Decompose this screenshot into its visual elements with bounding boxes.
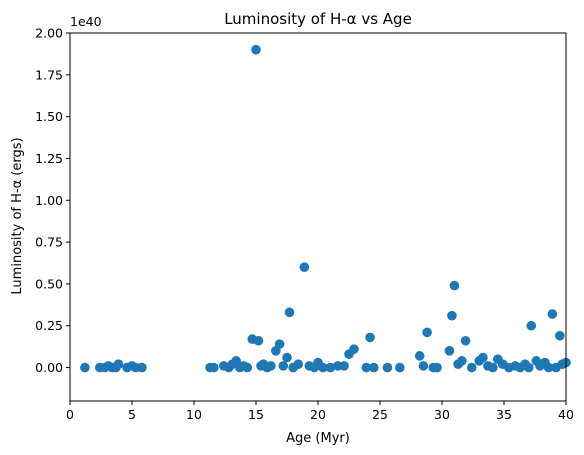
x-tick-label: 35 [496,407,512,422]
data-point [325,362,336,373]
data-point [447,310,457,321]
data-point [293,359,303,370]
data-point [137,362,147,373]
x-tick-label: 5 [128,407,136,422]
chart-title: Luminosity of H-α vs Age [224,10,412,28]
data-point [524,362,534,373]
x-axis-ticks: 0 5 10 15 20 25 30 35 40 [66,401,574,422]
data-point [395,362,405,373]
data-point [349,344,359,354]
data-point [361,362,372,373]
x-tick-label: 15 [248,407,264,422]
data-point [365,332,375,343]
data-point [422,327,432,338]
data-point [414,351,425,361]
data-point [251,44,261,55]
data-point [339,361,349,371]
data-point [466,362,477,373]
data-point [449,280,460,291]
y-tick-label: 0.25 [35,318,63,333]
x-tick-label: 20 [310,407,326,422]
data-point [209,362,219,373]
data-point [382,362,393,373]
data-point [478,352,488,363]
data-point [266,361,276,371]
data-point [457,356,467,366]
data-point [488,362,498,373]
y-scale-label: 1e40 [70,14,102,29]
y-tick-label: 1.75 [35,67,63,82]
data-point [278,361,289,371]
data-point [299,262,310,272]
data-points [80,44,571,373]
y-tick-label: 1.25 [35,151,63,166]
data-point [555,330,565,341]
data-point [444,346,455,356]
data-point [526,320,537,331]
x-axis-label: Age (Myr) [286,431,350,446]
data-point [318,362,328,373]
data-point [274,339,285,349]
data-point [460,335,471,346]
data-point [547,309,558,319]
x-tick-label: 10 [186,407,202,422]
data-point [113,359,124,370]
y-tick-label: 1.50 [35,109,63,124]
y-tick-label: 0.75 [35,235,63,250]
y-axis-label: Luminosity of H-α (ergs) [10,137,25,294]
y-tick-label: 1.00 [35,193,63,208]
data-point [284,307,295,318]
data-point [80,362,90,373]
data-point [369,362,379,373]
y-axis-ticks: 0.00 0.25 0.50 0.75 1.00 1.25 1.50 1.75 2.00 [35,26,70,375]
data-point [282,352,292,363]
x-tick-label: 0 [66,407,74,422]
y-tick-label: 2.00 [35,26,63,41]
data-point [418,361,429,371]
y-tick-label: 0.00 [35,360,63,375]
data-point [432,362,442,373]
y-tick-label: 0.50 [35,276,63,291]
data-point [543,362,554,373]
data-point [253,335,264,346]
x-tick-label: 25 [372,407,388,422]
data-point [242,362,253,373]
x-tick-label: 30 [434,407,450,422]
x-tick-label: 40 [558,407,574,422]
